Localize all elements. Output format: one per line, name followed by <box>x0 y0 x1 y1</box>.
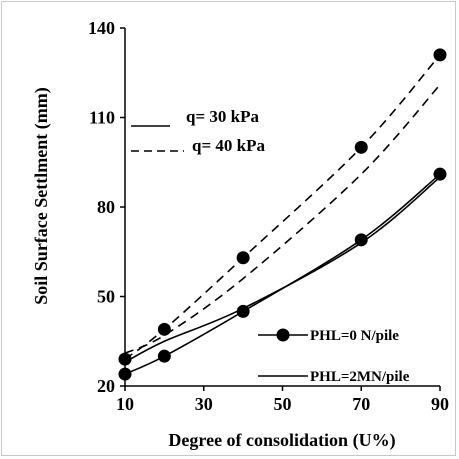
legend-solid-label: q= 30 kPa <box>186 107 259 126</box>
data-point <box>118 367 132 381</box>
data-point <box>157 322 171 336</box>
series-line-solid <box>124 176 441 363</box>
ticks: 20 50 80 110 140 10 30 50 70 90 <box>88 18 449 414</box>
data-point <box>118 352 132 366</box>
y-tick-label: 50 <box>97 287 115 307</box>
data-point <box>433 167 447 181</box>
x-tick-label: 30 <box>195 394 213 414</box>
y-axis-title: Soil Surface Settlment (mm) <box>31 87 52 304</box>
y-tick-label: 80 <box>97 197 115 217</box>
data-point <box>433 48 447 62</box>
data-point <box>354 233 368 247</box>
legend-plain-label: PHL=2MN/pile <box>310 369 410 385</box>
x-tick-label: 50 <box>274 394 292 414</box>
series-group <box>118 48 447 381</box>
y-tick-label: 20 <box>97 376 115 396</box>
series-line-dashed-markers <box>124 54 441 360</box>
legend-marker-label: PHL=0 N/pile <box>310 328 399 344</box>
legend-marker-dot <box>276 328 290 342</box>
data-point <box>157 349 171 363</box>
y-tick-label: 110 <box>89 108 115 128</box>
series-line-dashed <box>124 84 441 354</box>
y-tick-label: 140 <box>88 18 115 38</box>
load-legend: q= 30 kPa q= 40 kPa <box>131 107 265 155</box>
marker-legend: PHL=0 N/pile PHL=2MN/pile <box>258 328 410 385</box>
series-line-solid-markers <box>124 173 441 375</box>
data-point <box>354 140 368 154</box>
data-point <box>236 251 250 265</box>
x-tick-label: 90 <box>431 394 449 414</box>
data-point <box>236 304 250 318</box>
x-tick-label: 70 <box>352 394 370 414</box>
legend-dashed-label: q= 40 kPa <box>192 136 265 155</box>
x-tick-label: 10 <box>116 394 134 414</box>
x-axis-title: Degree of consolidation (U%) <box>168 430 395 451</box>
